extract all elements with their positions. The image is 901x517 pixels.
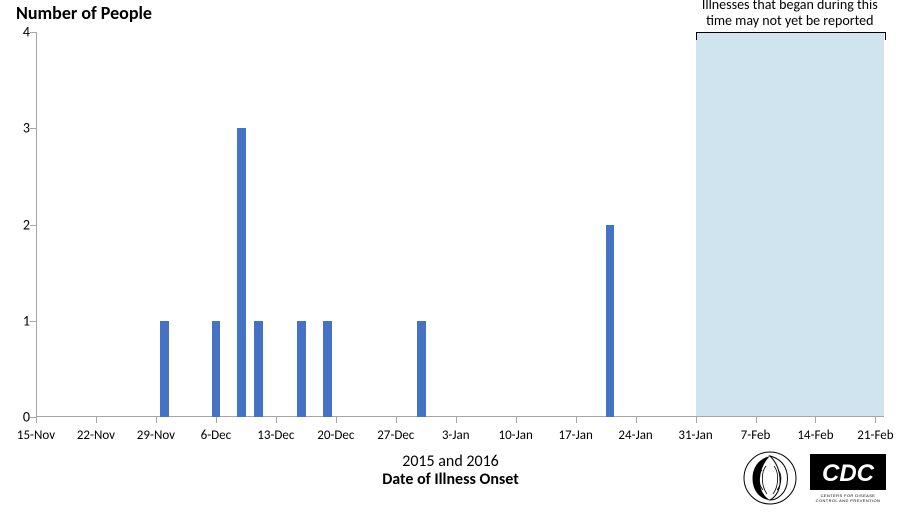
y-tick <box>30 321 36 322</box>
x-tick <box>456 417 457 423</box>
x-tick <box>696 417 697 423</box>
plot-area: 01234 15-Nov22-Nov29-Nov6-Dec13-Dec20-De… <box>36 32 884 417</box>
epi-curve-chart: Number of People 01234 15-Nov22-Nov29-No… <box>0 0 901 517</box>
x-tick <box>36 417 37 423</box>
y-tick-label: 1 <box>12 312 30 329</box>
bar <box>323 321 332 417</box>
bar <box>212 321 221 417</box>
x-tick <box>276 417 277 423</box>
y-tick-label: 0 <box>12 409 30 426</box>
y-tick-label: 4 <box>12 24 30 41</box>
y-axis-title: Number of People <box>16 2 152 24</box>
y-tick <box>30 225 36 226</box>
bar <box>297 321 306 417</box>
x-tick-label: 7-Feb <box>741 428 771 443</box>
hhs-logo-icon <box>741 450 799 511</box>
x-tick-label: 22-Nov <box>77 428 115 443</box>
x-tick <box>396 417 397 423</box>
x-tick-label: 3-Jan <box>442 428 470 443</box>
unreported-window-shade <box>696 32 884 417</box>
x-tick-label: 27-Dec <box>377 428 414 443</box>
unreported-window-note: Illnesses that began during this time ma… <box>684 0 896 29</box>
svg-text:CONTROL AND PREVENTION: CONTROL AND PREVENTION <box>816 498 881 503</box>
x-tick-label: 29-Nov <box>137 428 175 443</box>
x-tick-label: 15-Nov <box>17 428 55 443</box>
x-tick <box>815 417 816 423</box>
x-tick-label: 24-Jan <box>618 428 652 443</box>
svg-text:CDC: CDC <box>822 460 875 487</box>
y-tick <box>30 128 36 129</box>
bar <box>237 128 246 417</box>
cdc-logo-icon: CDC CENTERS FOR DISEASE CONTROL AND PREV… <box>809 453 887 508</box>
bar <box>606 225 615 418</box>
x-tick-label: 13-Dec <box>257 428 294 443</box>
x-tick <box>516 417 517 423</box>
x-tick <box>636 417 637 423</box>
y-tick-label: 2 <box>12 216 30 233</box>
x-tick-label: 6-Dec <box>201 428 232 443</box>
footer-logos: CDC CENTERS FOR DISEASE CONTROL AND PREV… <box>741 450 887 511</box>
x-tick <box>576 417 577 423</box>
x-tick-label: 31-Jan <box>678 428 712 443</box>
bar <box>417 321 426 417</box>
y-tick-label: 3 <box>12 120 30 137</box>
note-line-1: Illnesses that began during this <box>702 0 878 13</box>
x-tick <box>756 417 757 423</box>
x-tick-label: 20-Dec <box>317 428 354 443</box>
x-tick <box>336 417 337 423</box>
x-tick <box>216 417 217 423</box>
x-tick-label: 10-Jan <box>498 428 532 443</box>
bar <box>254 321 263 417</box>
unreported-window-bracket <box>696 32 886 40</box>
bar <box>160 321 169 417</box>
note-line-2: time may not yet be reported <box>706 12 873 29</box>
x-tick-label: 14-Feb <box>797 428 833 443</box>
y-tick <box>30 32 36 33</box>
x-tick <box>96 417 97 423</box>
x-tick <box>875 417 876 423</box>
x-tick-label: 17-Jan <box>558 428 592 443</box>
y-axis-line <box>36 32 37 417</box>
x-tick <box>156 417 157 423</box>
x-tick-label: 21-Feb <box>857 428 893 443</box>
